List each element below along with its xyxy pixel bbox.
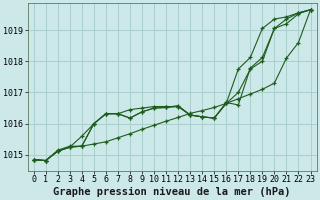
X-axis label: Graphe pression niveau de la mer (hPa): Graphe pression niveau de la mer (hPa) [53, 186, 291, 197]
